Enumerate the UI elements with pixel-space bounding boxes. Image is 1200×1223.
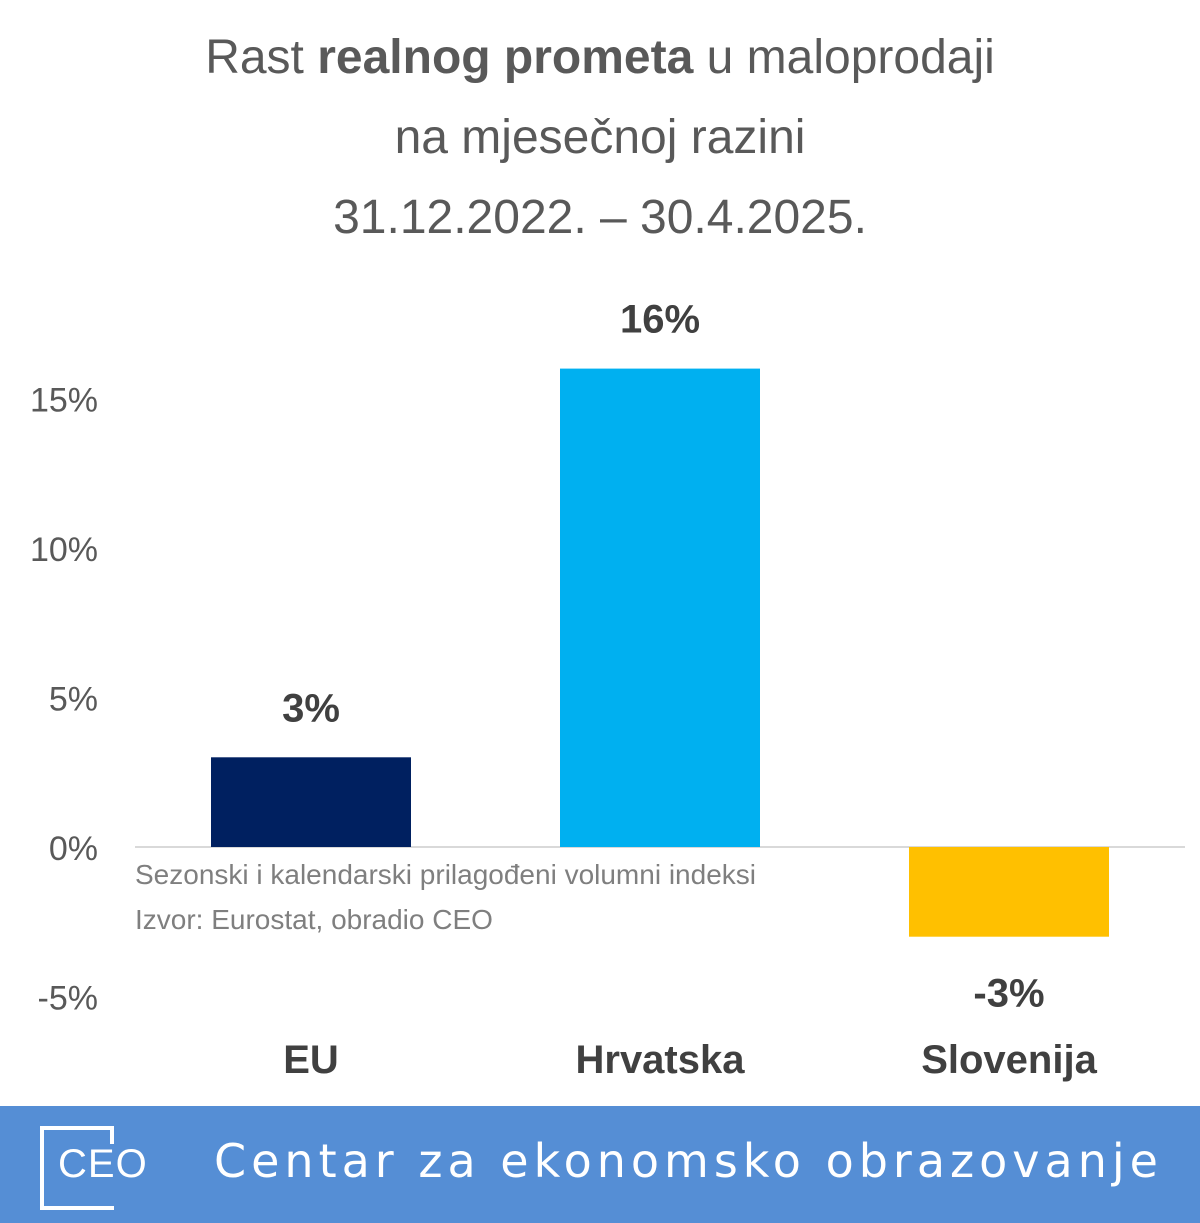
bar-eu [211, 757, 411, 847]
data-labels: 3% 16% -3% [282, 298, 1044, 1016]
chart-title: Rast realnog prometa u maloprodaji na mj… [0, 18, 1200, 258]
title-date-range: 31.12.2022. – 30.4.2025. [333, 191, 867, 244]
bar-slovenija [909, 847, 1109, 937]
y-tick-label: -5% [38, 980, 98, 1018]
y-tick-label: 10% [30, 531, 98, 569]
logo-text: CEO [58, 1142, 148, 1186]
bars [211, 368, 1109, 937]
title-part-2: u maloprodaji [693, 31, 995, 84]
title-bold: realnog prometa [317, 31, 694, 84]
footer-banner: CEO Centar za ekonomsko obrazovanje [0, 1106, 1200, 1223]
footer-org-name: Centar za ekonomsko obrazovanje [214, 1134, 1163, 1188]
category-label-slovenija: Slovenija [921, 1038, 1097, 1082]
data-label-eu: 3% [282, 686, 340, 730]
y-tick-label: 5% [49, 681, 98, 719]
category-label-eu: EU [283, 1038, 339, 1082]
data-label-slovenija: -3% [973, 972, 1044, 1016]
ceo-logo: CEO [40, 1126, 148, 1210]
y-tick-label: 15% [30, 382, 98, 420]
title-line-2: na mjesečnoj razini [394, 111, 806, 164]
category-labels: EU Hrvatska Slovenija [283, 1038, 1097, 1082]
data-label-hrvatska: 16% [620, 298, 700, 342]
bar-chart: 15% 10% 5% 0% -5% 3% 16% -3% EU Hrvatska Sloveni… [30, 298, 1185, 1082]
logo-frame [40, 1126, 114, 1210]
y-axis: 15% 10% 5% 0% -5% [30, 382, 98, 1018]
category-label-hrvatska: Hrvatska [575, 1038, 745, 1082]
note-seasonal: Sezonski i kalendarski prilagođeni volum… [135, 859, 756, 890]
y-tick-label: 0% [49, 830, 98, 868]
note-source: Izvor: Eurostat, obradio CEO [135, 904, 493, 935]
bar-hrvatska [560, 368, 760, 847]
title-line-1: Rast realnog prometa u maloprodaji [0, 18, 1200, 98]
title-part-1: Rast [205, 31, 318, 84]
